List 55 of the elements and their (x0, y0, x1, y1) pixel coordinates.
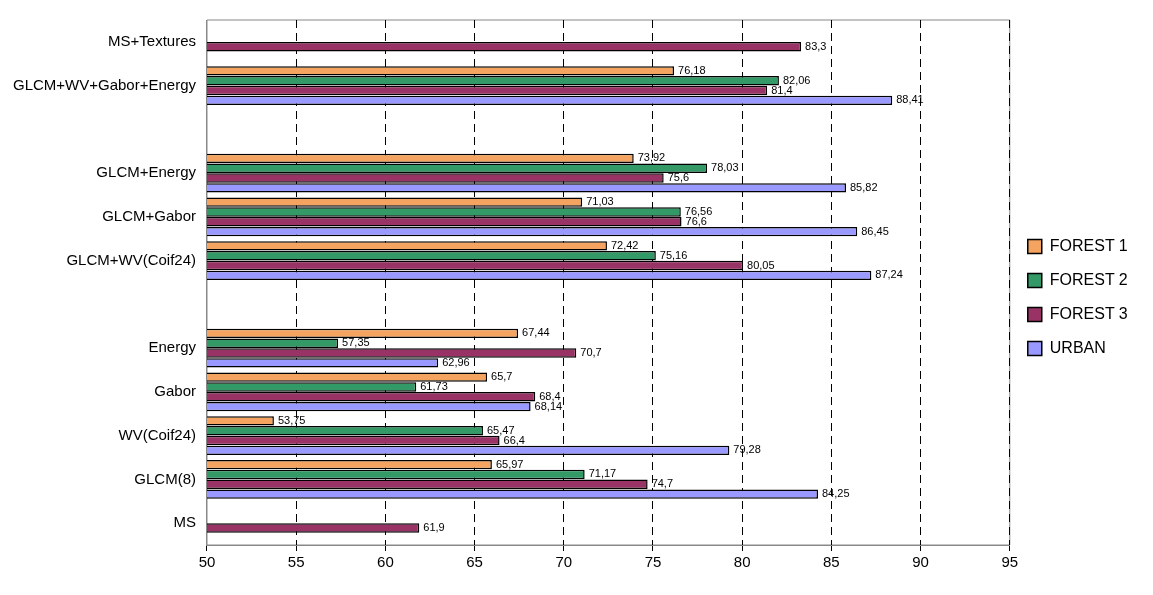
data-label: 84,25 (821, 487, 850, 500)
y-tick-label: MS (173, 513, 196, 531)
legend-label: FOREST 2 (1049, 270, 1128, 288)
x-tick-label: 60 (377, 553, 394, 571)
data-label: 71,17 (588, 467, 617, 480)
data-label: 87,24 (875, 268, 903, 281)
x-tick-label: 80 (733, 553, 751, 571)
x-tick-label: 70 (555, 553, 573, 571)
data-label: 65,7 (491, 370, 513, 383)
data-label: 70,7 (580, 346, 602, 359)
legend-label: URBAN (1049, 338, 1106, 356)
data-label: 62,96 (442, 355, 470, 368)
data-label: 71,03 (586, 195, 614, 208)
data-label: 75,6 (667, 171, 690, 184)
data-label: 86,45 (861, 224, 889, 237)
data-label: 65,47 (486, 423, 515, 436)
y-tick-label: GLCM+Energy (96, 163, 197, 181)
data-label: 66,4 (503, 433, 525, 446)
y-tick-label: GLCM+WV(Coif24) (66, 250, 196, 268)
x-tick-label: 85 (823, 553, 840, 571)
data-label: 73,92 (637, 151, 666, 164)
y-tick-label: Energy (148, 338, 197, 356)
x-tick-label: 50 (198, 553, 216, 571)
data-label: 53,75 (277, 413, 306, 426)
data-label: 80,05 (747, 258, 775, 271)
data-label: 76,56 (684, 204, 713, 217)
data-label: 68,4 (539, 389, 561, 402)
data-label: 67,44 (522, 326, 550, 339)
x-tick-label: 75 (644, 553, 662, 571)
legend-label: FOREST 1 (1049, 236, 1128, 254)
y-tick-label: GLCM+WV+Gabor+Energy (13, 75, 197, 93)
x-tick-label: 65 (466, 553, 483, 571)
y-tick-label: MS+Textures (108, 32, 196, 50)
data-label: 83,3 (805, 39, 827, 52)
data-label: 82,06 (782, 73, 811, 86)
data-label: 75,16 (659, 248, 688, 261)
data-label: 61,73 (420, 379, 448, 392)
data-label: 85,82 (850, 180, 878, 193)
data-label: 65,97 (495, 457, 524, 470)
data-label: 81,4 (771, 83, 793, 96)
legend-label: FOREST 3 (1049, 304, 1128, 322)
y-tick-label: GLCM(8) (134, 469, 196, 487)
x-tick-label: 95 (1001, 553, 1019, 571)
data-label: 72,42 (610, 238, 639, 251)
y-tick-label: WV(Coif24) (118, 425, 196, 443)
data-label: 78,03 (711, 161, 739, 174)
x-tick-label: 55 (287, 553, 305, 571)
data-label: 57,35 (342, 336, 370, 349)
y-tick-label: Gabor (154, 382, 196, 400)
data-label: 76,18 (678, 63, 706, 76)
data-label: 74,7 (651, 477, 674, 490)
y-tick-label: GLCM+Gabor (102, 207, 196, 225)
x-tick-label: 90 (912, 553, 929, 571)
data-label: 79,28 (733, 443, 761, 456)
data-label: 61,9 (423, 521, 445, 534)
